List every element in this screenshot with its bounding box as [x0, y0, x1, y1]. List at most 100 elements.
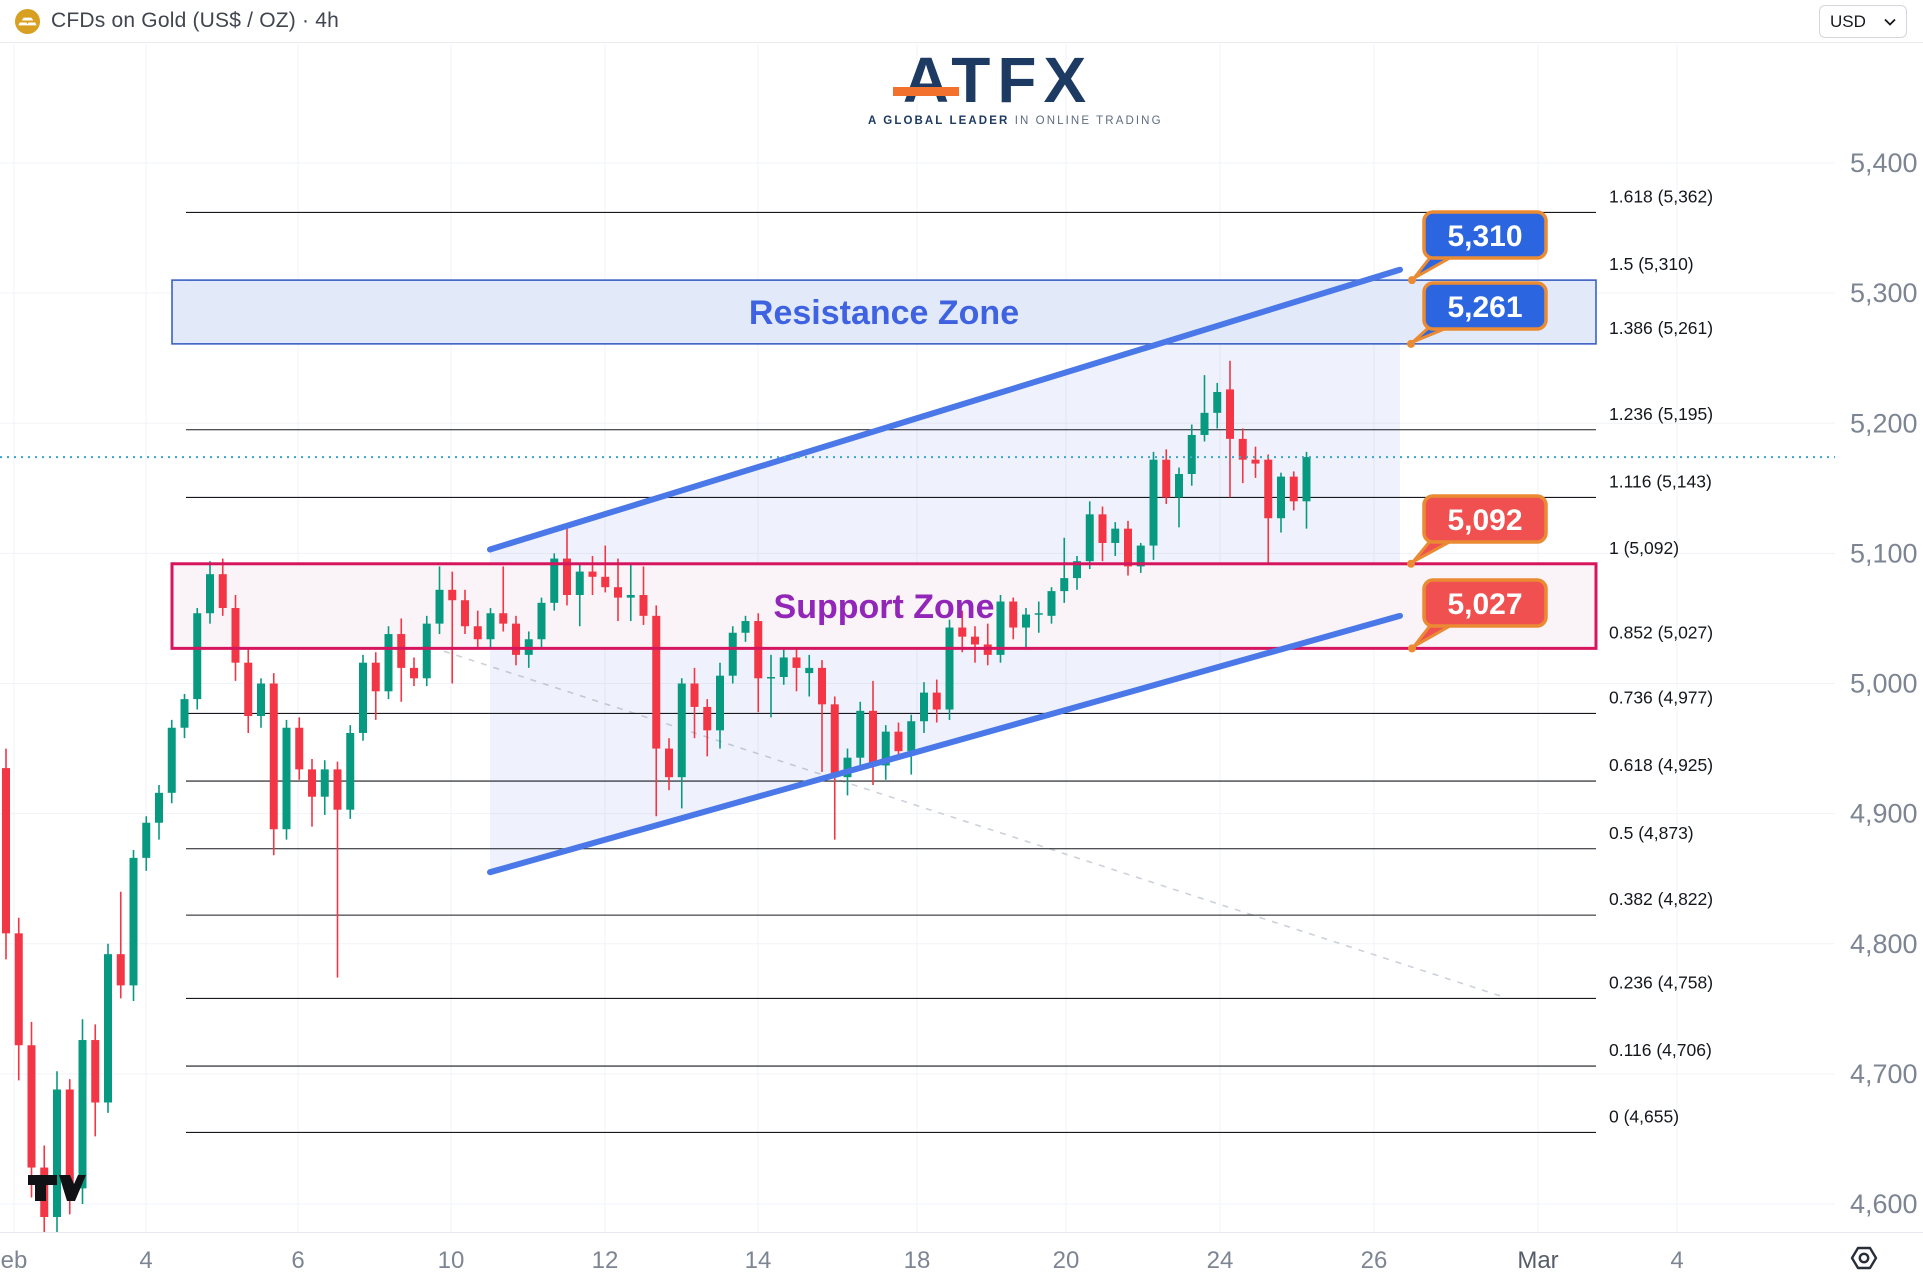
- candle-body: [486, 613, 495, 640]
- candle: [384, 626, 393, 700]
- candle-body: [1009, 601, 1018, 628]
- candle: [869, 680, 877, 785]
- candle-body: [728, 632, 737, 676]
- candle: [1238, 428, 1247, 484]
- channel-upper-line[interactable]: [487, 266, 1403, 553]
- candle: [601, 545, 610, 593]
- time-axis-label: 4: [1670, 1247, 1684, 1274]
- price-axis-label: 4,600: [1850, 1189, 1918, 1219]
- resistance-zone[interactable]: [171, 279, 1597, 345]
- candle-body: [371, 662, 380, 692]
- candle: [716, 662, 724, 749]
- candle-body: [652, 615, 661, 749]
- candle: [180, 693, 189, 739]
- callout-price-text: 5,092: [1447, 504, 1522, 537]
- candle: [461, 589, 469, 635]
- candle: [1136, 542, 1145, 573]
- time-axis[interactable]: eb 4 6 10 12 14 18 20 24 26 Mar 4: [0, 1232, 1923, 1285]
- candle-body: [282, 727, 291, 830]
- settings-gear-icon[interactable]: [1849, 1243, 1879, 1273]
- candle-body: [295, 727, 304, 770]
- time-axis-label: eb: [0, 1247, 28, 1274]
- candle: [53, 1071, 61, 1232]
- candle-body: [920, 692, 928, 722]
- candle-body: [1302, 457, 1311, 502]
- candle: [1149, 451, 1158, 560]
- candle: [91, 1024, 100, 1137]
- candle-body: [346, 732, 355, 810]
- candle-body: [410, 667, 418, 679]
- resistance-zone-label: Resistance Zone: [749, 294, 1019, 332]
- fib-level-label: 0.618 (4,925): [1609, 755, 1713, 775]
- candle-body: [1149, 459, 1158, 546]
- atfx-logo-tagline: A GLOBAL LEADER IN ONLINE TRADING: [868, 115, 1163, 127]
- candle: [257, 678, 265, 728]
- atfx-logo: ATFX A GLOBAL LEADER IN ONLINE TRADING: [868, 48, 1163, 127]
- candle: [14, 917, 23, 1081]
- candle: [703, 699, 712, 757]
- candle: [665, 738, 673, 791]
- support-zone[interactable]: [170, 562, 1598, 650]
- candle: [269, 673, 278, 856]
- candle-body: [1175, 473, 1183, 498]
- candle: [856, 701, 865, 767]
- candle-body: [333, 769, 342, 810]
- callout-price-text: 5,261: [1447, 291, 1522, 324]
- currency-dropdown[interactable]: USD: [1819, 5, 1907, 38]
- candle: [971, 626, 979, 663]
- callout-anchor-dot: [1407, 339, 1415, 348]
- price-axis-label: 5,300: [1850, 278, 1918, 308]
- candle-body: [269, 683, 278, 830]
- price-callout[interactable]: 5,310: [1408, 210, 1548, 285]
- candle-body: [1226, 389, 1234, 439]
- candle: [728, 626, 737, 684]
- candle-body: [958, 627, 967, 637]
- candle: [1047, 587, 1056, 624]
- candle-body: [881, 731, 890, 766]
- candle: [231, 595, 240, 681]
- candle: [142, 816, 151, 871]
- price-callout[interactable]: 5,261: [1407, 281, 1548, 348]
- symbol-title[interactable]: CFDs on Gold (US$ / OZ) · 4h: [51, 9, 340, 32]
- fib-level-label: 1.386 (5,261): [1609, 318, 1713, 338]
- candle: [894, 722, 903, 759]
- candle: [116, 891, 125, 999]
- callout-box: [1422, 578, 1548, 628]
- fib-level-label: 0.852 (5,027): [1609, 622, 1713, 642]
- candle: [167, 719, 176, 804]
- callout-box: [1422, 210, 1548, 260]
- candle: [244, 647, 253, 733]
- candle: [78, 1019, 87, 1204]
- candle-body: [601, 576, 610, 588]
- candle-body: [805, 667, 814, 674]
- price-callout[interactable]: 5,027: [1408, 578, 1548, 653]
- time-axis-label: 14: [744, 1247, 772, 1274]
- candle-body: [1111, 528, 1120, 543]
- time-axis-label: 18: [903, 1247, 931, 1274]
- candle-body: [1136, 545, 1145, 567]
- time-axis-label: 26: [1360, 1247, 1388, 1274]
- candle-body: [741, 621, 750, 633]
- candle-body: [65, 1089, 74, 1189]
- candle-body: [869, 710, 877, 766]
- candle-body: [129, 857, 138, 986]
- candle-body: [193, 613, 202, 700]
- candle: [818, 660, 826, 772]
- candle: [104, 943, 112, 1113]
- price-callout[interactable]: 5,092: [1407, 494, 1548, 568]
- candle: [945, 619, 954, 720]
- candle-body: [257, 683, 265, 717]
- candle: [677, 678, 686, 809]
- currency-value: USD: [1830, 11, 1866, 31]
- candle: [1098, 506, 1107, 562]
- candle: [1226, 360, 1234, 498]
- channel-lower-line[interactable]: [487, 612, 1403, 876]
- candle-body: [91, 1040, 100, 1103]
- candle: [1009, 597, 1018, 640]
- fib-level-label: 0.236 (4,758): [1609, 972, 1713, 992]
- candle-body: [244, 662, 253, 717]
- fib-level-label: 1.116 (5,143): [1609, 471, 1712, 491]
- fib-level-label: 0.5 (4,873): [1609, 823, 1694, 843]
- support-zone-label: Support Zone: [774, 588, 995, 626]
- candle-body: [320, 769, 329, 797]
